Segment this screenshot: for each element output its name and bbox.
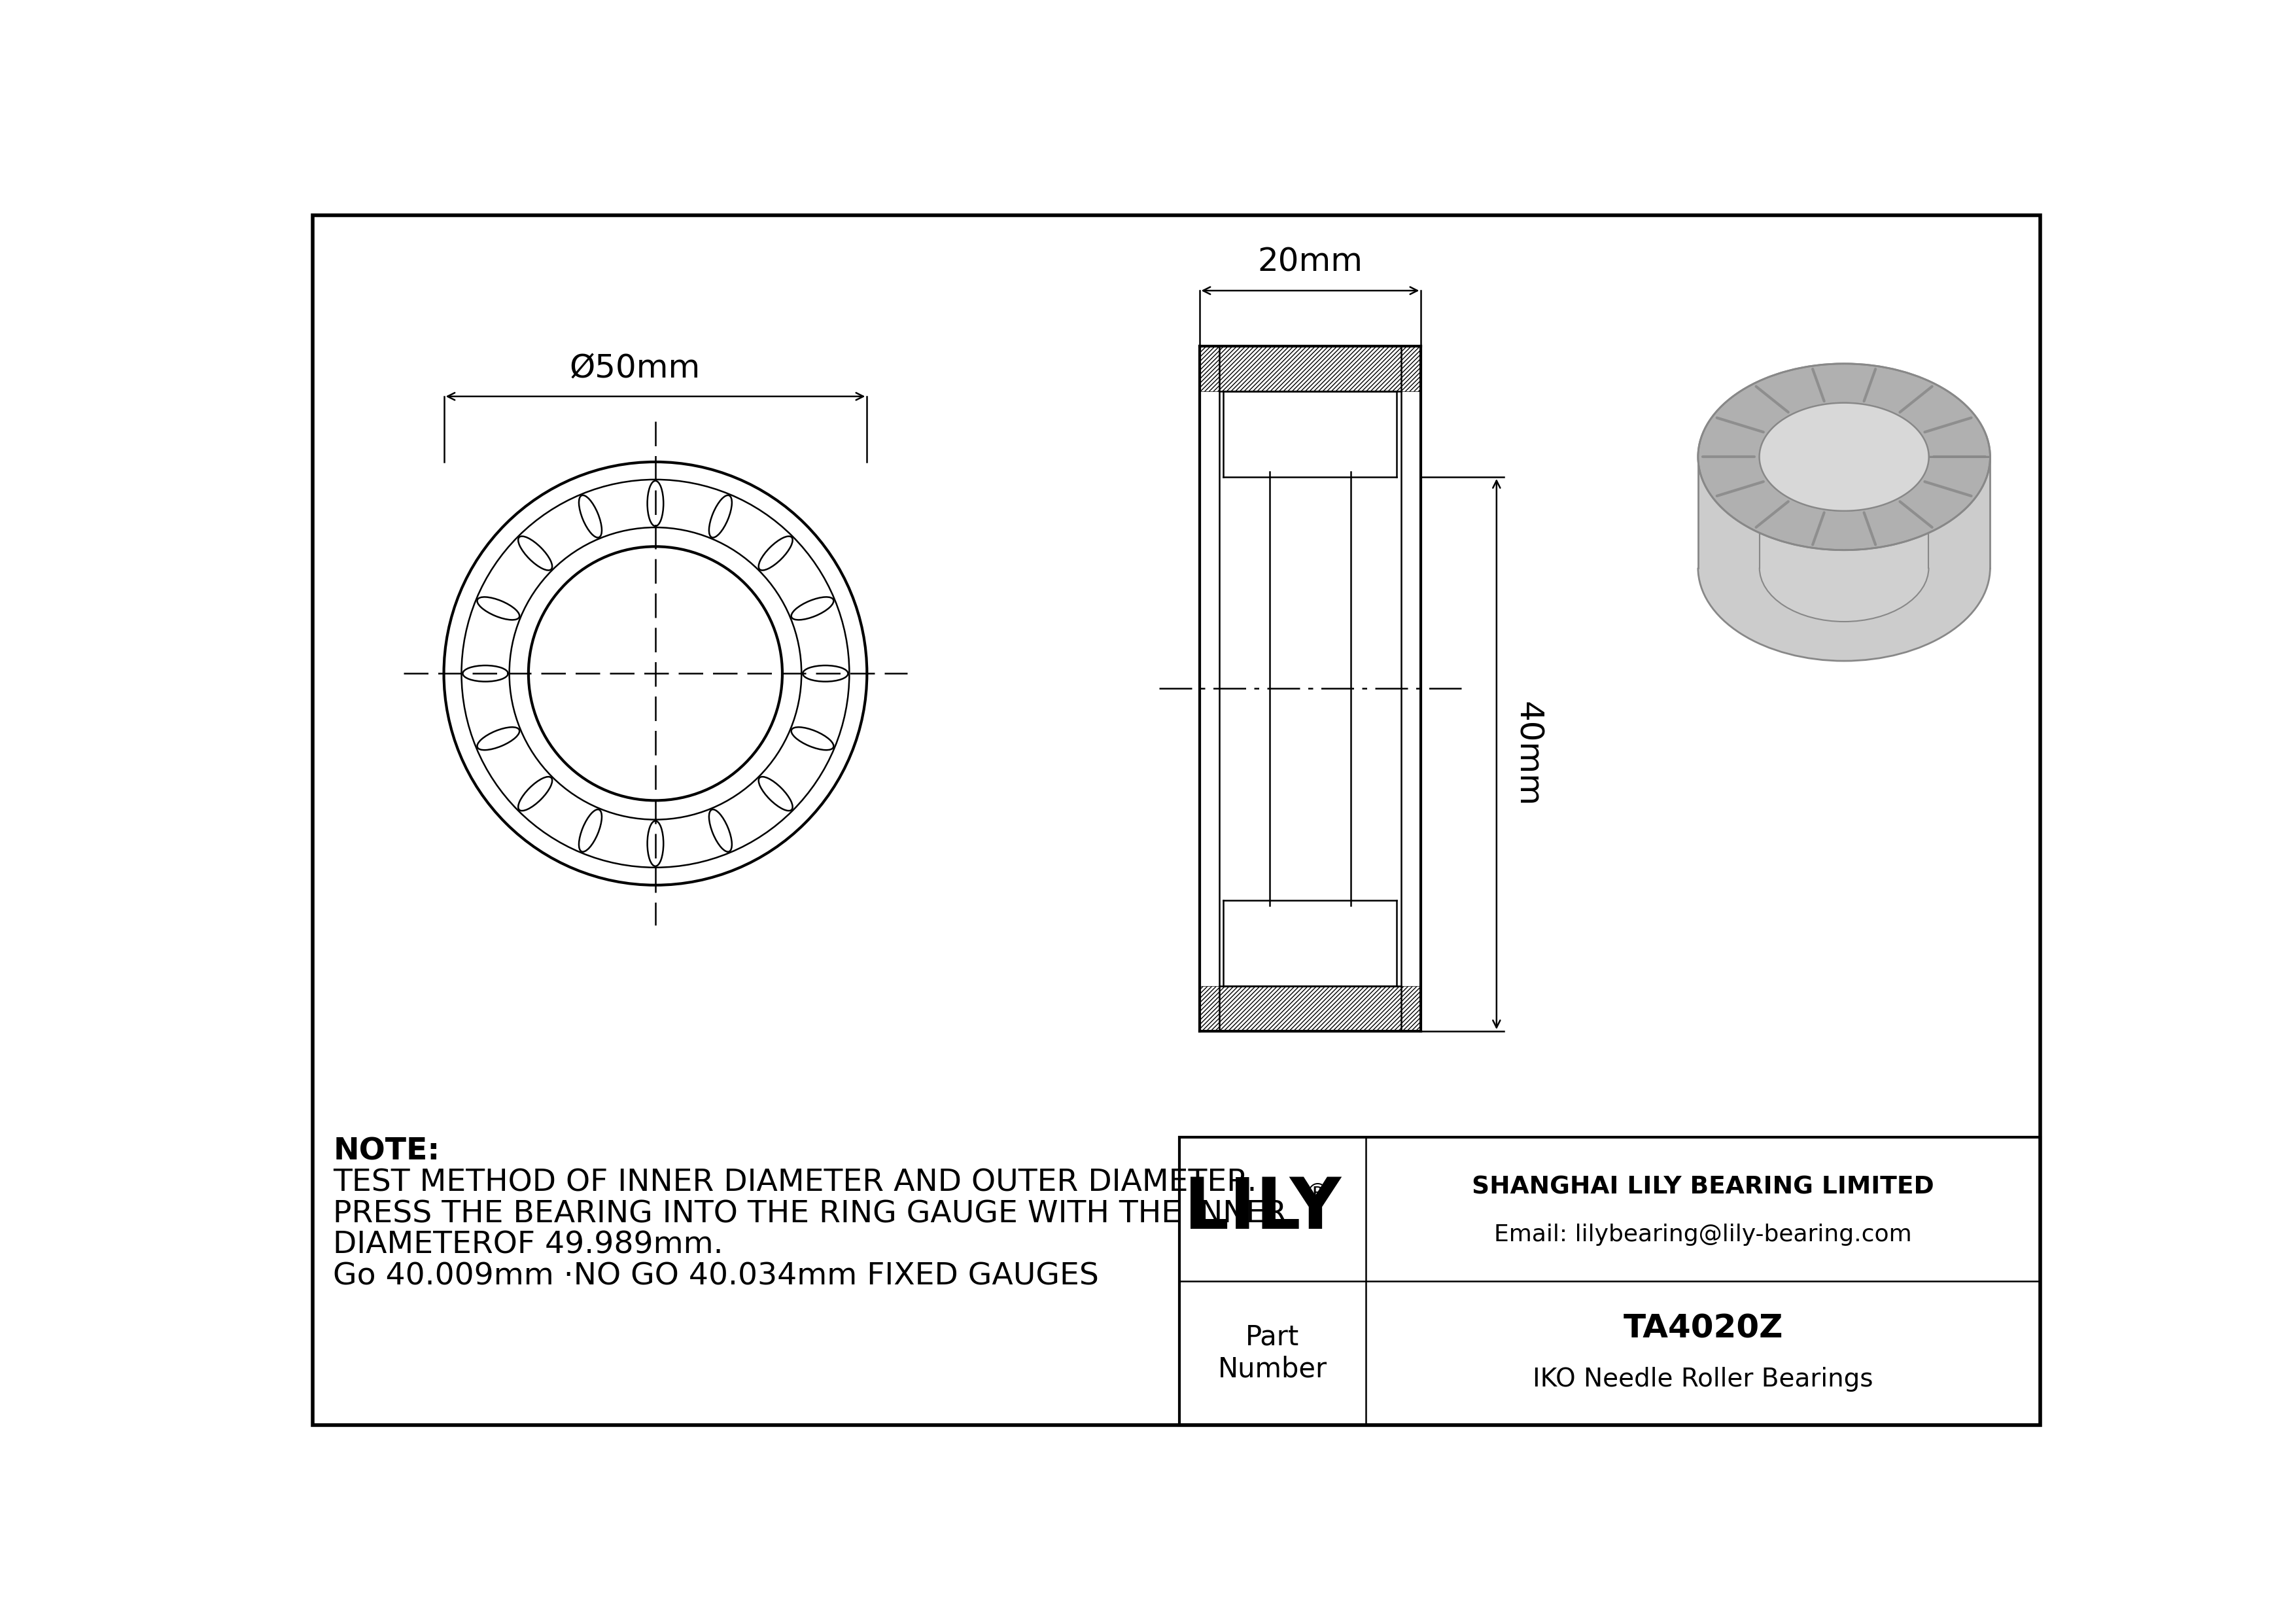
Text: Email: lilybearing@lily-bearing.com: Email: lilybearing@lily-bearing.com [1495, 1224, 1913, 1246]
Text: IKO Needle Roller Bearings: IKO Needle Roller Bearings [1534, 1367, 1874, 1392]
Text: Go 40.009mm ·NO GO 40.034mm FIXED GAUGES: Go 40.009mm ·NO GO 40.034mm FIXED GAUGES [333, 1262, 1100, 1291]
Polygon shape [1759, 456, 1929, 622]
Polygon shape [1759, 403, 1929, 512]
Text: 40mm: 40mm [1511, 702, 1543, 807]
Bar [1199, 986, 1421, 1031]
Text: NOTE:: NOTE: [333, 1137, 441, 1166]
Text: PRESS THE BEARING INTO THE RING GAUGE WITH THE INNER: PRESS THE BEARING INTO THE RING GAUGE WI… [333, 1200, 1288, 1229]
Text: ®: ® [1304, 1182, 1329, 1207]
Polygon shape [1699, 364, 1991, 551]
Text: LILY: LILY [1185, 1174, 1341, 1244]
Bar [1199, 346, 1421, 391]
Text: TA4020Z: TA4020Z [1623, 1312, 1784, 1345]
Text: TEST METHOD OF INNER DIAMETER AND OUTER DIAMETER.: TEST METHOD OF INNER DIAMETER AND OUTER … [333, 1168, 1256, 1199]
Text: Part
Number: Part Number [1217, 1324, 1327, 1382]
Bar [1180, 1137, 2041, 1426]
Text: 20mm: 20mm [1258, 247, 1364, 278]
Text: Ø50mm: Ø50mm [569, 352, 700, 383]
Text: DIAMETEROF 49.989mm.: DIAMETEROF 49.989mm. [333, 1231, 723, 1260]
Polygon shape [1699, 456, 1991, 661]
Text: SHANGHAI LILY BEARING LIMITED: SHANGHAI LILY BEARING LIMITED [1472, 1176, 1933, 1199]
Polygon shape [1699, 364, 1991, 551]
